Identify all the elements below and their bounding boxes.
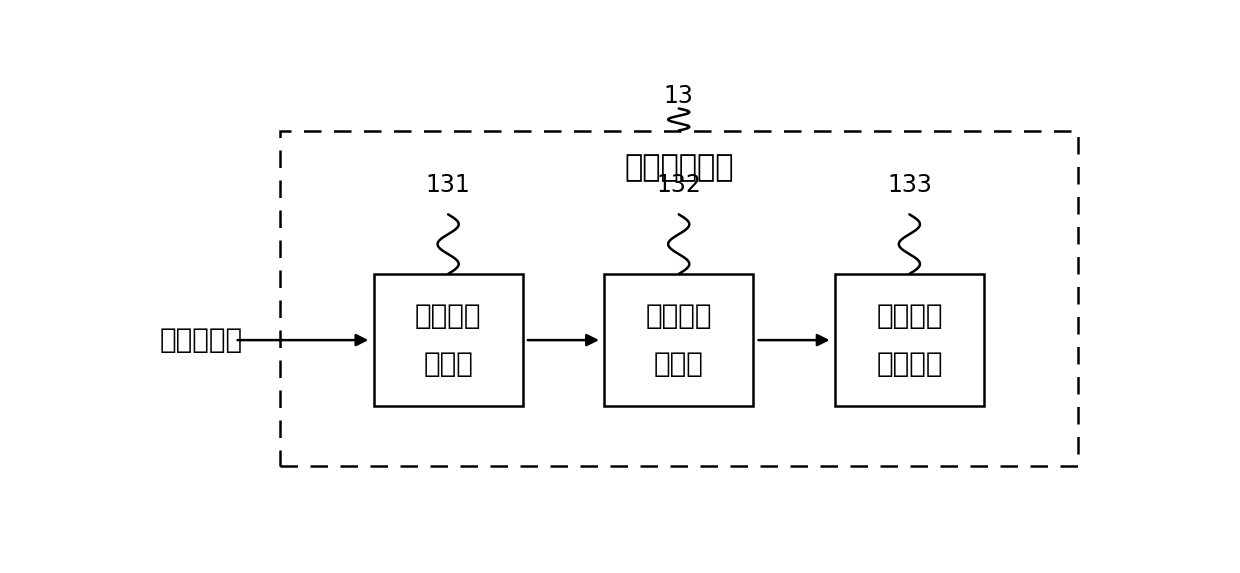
Bar [373,274,522,406]
Bar [835,274,983,406]
Text: 门限判决: 门限判决 [646,302,712,330]
Text: 132: 132 [656,172,701,197]
Text: 数字预处: 数字预处 [877,302,942,330]
Text: 待恢复数据: 待恢复数据 [160,326,243,354]
Text: 理子单元: 理子单元 [877,350,942,378]
Text: 133: 133 [887,172,931,197]
Text: 子单元: 子单元 [423,350,472,378]
Bar [604,274,753,406]
Text: 131: 131 [425,172,470,197]
Text: 子单元: 子单元 [653,350,703,378]
Text: 低通滤波: 低通滤波 [415,302,481,330]
Text: 13: 13 [663,84,693,108]
Text: 干扰检测单元: 干扰检测单元 [624,154,734,183]
